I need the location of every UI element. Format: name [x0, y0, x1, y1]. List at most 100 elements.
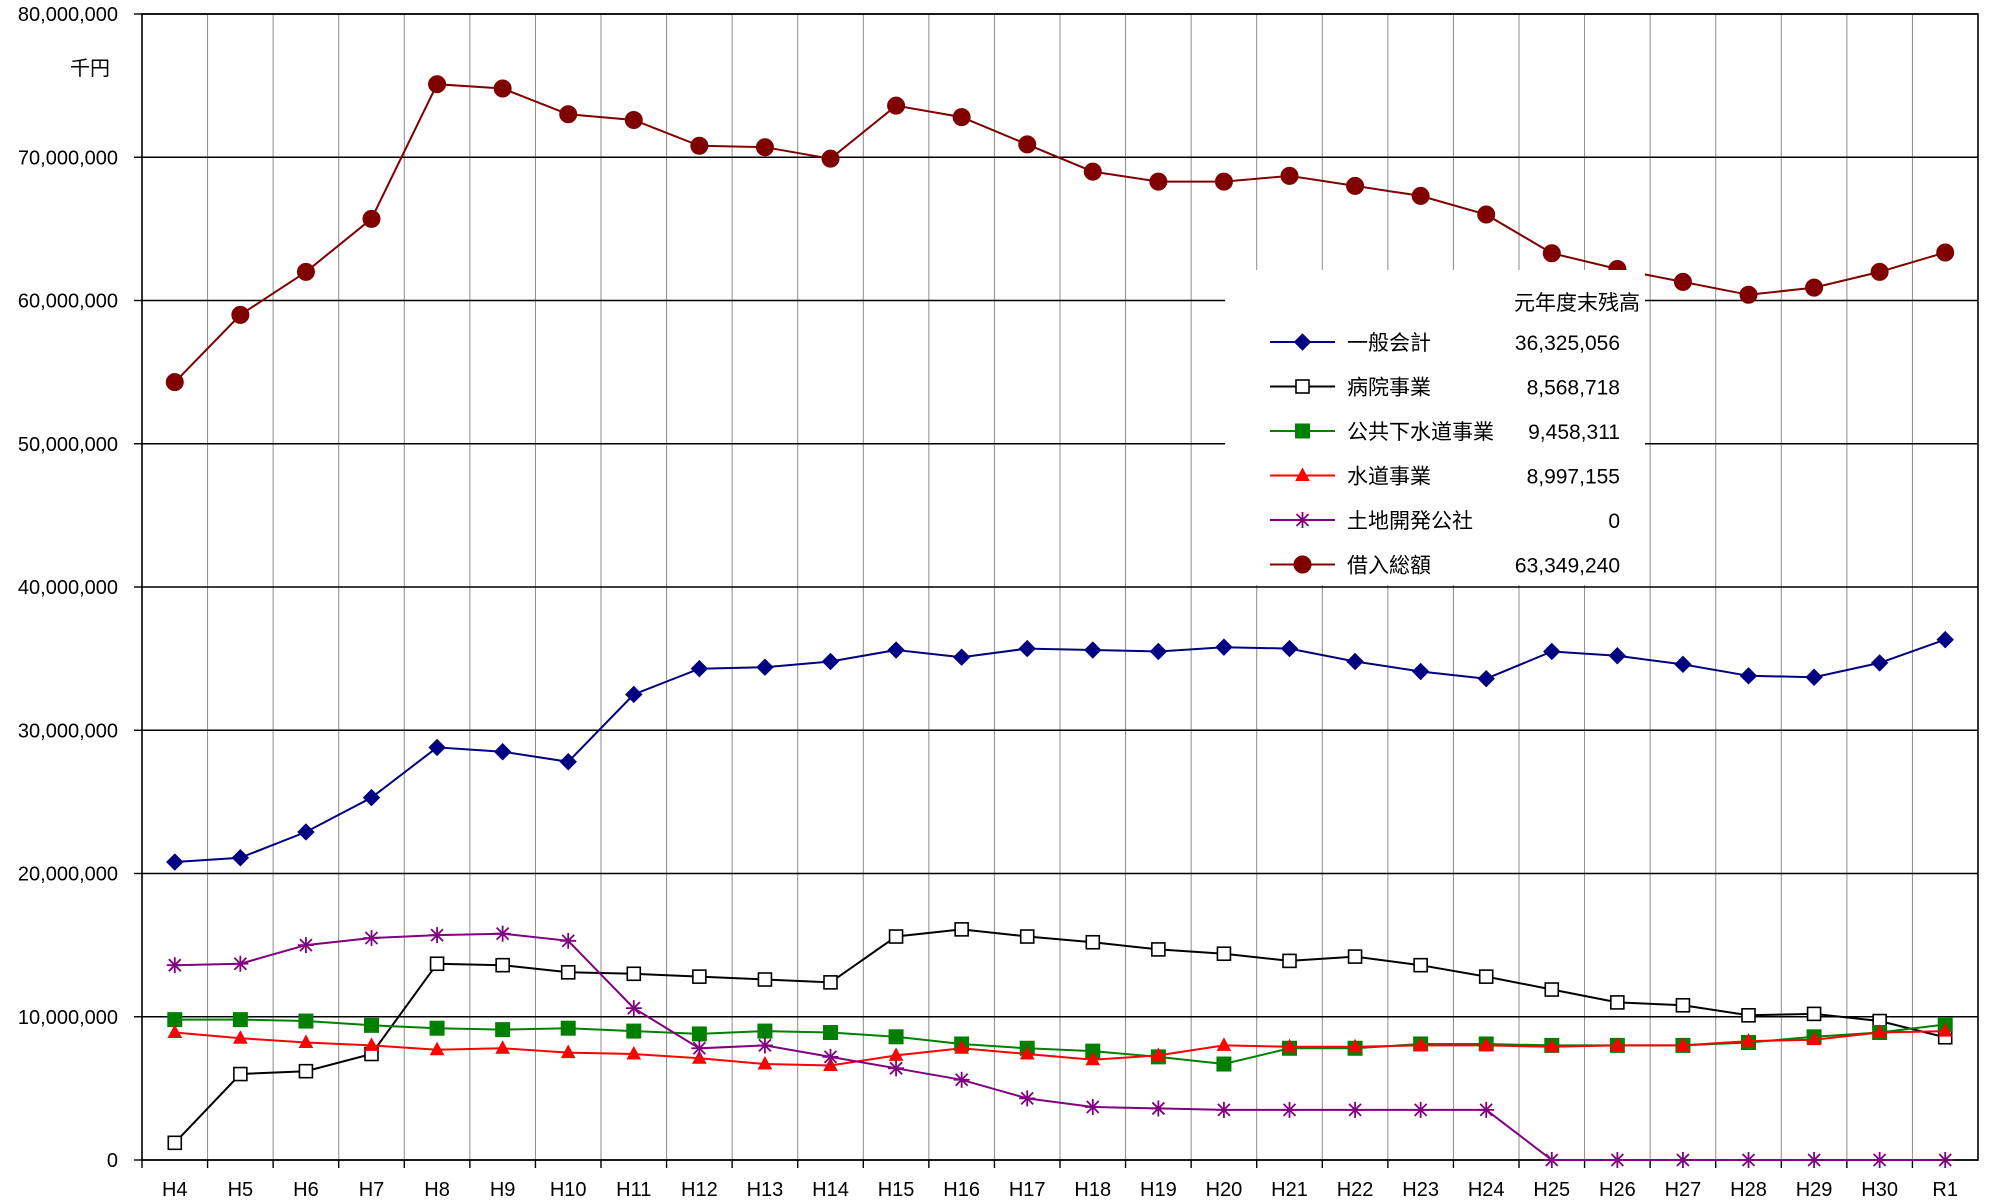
- series-line: [174, 83, 1946, 383]
- marker-stroke: [1348, 1103, 1362, 1117]
- data-point: [1675, 997, 1691, 1013]
- data-point: [1806, 1152, 1823, 1168]
- series-1: [167, 922, 1953, 1151]
- marker-stroke: [823, 1050, 838, 1064]
- legend-entry: 病院事業: [1347, 377, 1431, 400]
- data-point: [1806, 1031, 1822, 1046]
- data-point: [166, 957, 183, 974]
- data-point: [1675, 1037, 1691, 1051]
- x-tick-label: H11: [616, 1179, 651, 1201]
- data-point: [1347, 1101, 1364, 1118]
- data-point: [1019, 1090, 1036, 1107]
- legend-entry: 一般会計: [1347, 332, 1431, 355]
- data-point: [232, 1012, 248, 1028]
- data-point: [1216, 946, 1232, 962]
- x-tick-label: H10: [550, 1179, 587, 1201]
- data-point: [1739, 285, 1758, 304]
- data-point: [1544, 1038, 1560, 1053]
- marker-stroke: [496, 927, 510, 941]
- data-point: [1085, 934, 1101, 950]
- legend-entry: 水道事業: [1347, 466, 1431, 489]
- data-point: [1018, 639, 1036, 658]
- marker-stroke: [1479, 1103, 1493, 1117]
- data-point: [1085, 1051, 1101, 1066]
- data-point: [429, 956, 445, 972]
- x-tick-label: H27: [1665, 1179, 1702, 1201]
- data-point: [1478, 969, 1494, 984]
- data-point: [560, 1044, 576, 1059]
- x-tick-label: H7: [359, 1179, 385, 1201]
- data-point: [887, 96, 906, 115]
- marker-stroke: [1414, 1103, 1428, 1117]
- legend-entry: 土地開発公社: [1347, 510, 1473, 533]
- data-point: [167, 1024, 183, 1039]
- y-tick-label: 80,000,000: [18, 4, 118, 26]
- data-point: [1937, 1023, 1953, 1037]
- legend-value: 36,325,056: [1515, 332, 1620, 355]
- marker-stroke: [627, 1001, 641, 1015]
- data-point: [494, 925, 511, 942]
- data-point: [1019, 1045, 1035, 1060]
- data-point: [297, 823, 315, 841]
- data-point: [1347, 949, 1363, 964]
- legend-header: 元年度末残高: [1514, 292, 1640, 315]
- x-tick-label: H9: [490, 1179, 516, 1201]
- data-point: [952, 108, 971, 127]
- data-point: [1610, 1037, 1625, 1051]
- x-tick-label: H14: [812, 1179, 849, 1201]
- data-point: [1346, 176, 1365, 195]
- marker-stroke: [1610, 1153, 1624, 1167]
- x-tick-label: H22: [1337, 1179, 1374, 1201]
- data-point: [952, 648, 971, 666]
- data-point: [624, 111, 643, 130]
- data-point: [560, 965, 576, 980]
- data-point: [1870, 654, 1889, 672]
- data-point: [1347, 1038, 1363, 1053]
- data-point: [495, 1022, 511, 1038]
- x-tick-label: H24: [1468, 1179, 1505, 1201]
- marker-stroke: [1873, 1153, 1887, 1167]
- data-point: [1411, 662, 1430, 681]
- data-point: [954, 922, 969, 937]
- series-line: [174, 1030, 1946, 1067]
- data-point: [1544, 982, 1560, 997]
- data-point: [1216, 1037, 1232, 1051]
- x-tick-label: H30: [1861, 1179, 1898, 1201]
- data-point: [1151, 942, 1166, 957]
- data-point: [493, 743, 512, 761]
- legend-value: 0: [1608, 510, 1620, 533]
- data-point: [493, 79, 512, 98]
- data-point: [429, 927, 446, 944]
- marker-stroke: [692, 1041, 706, 1055]
- x-tick-label: H5: [228, 1179, 254, 1201]
- data-point: [1673, 272, 1692, 291]
- data-point: [1936, 243, 1955, 262]
- data-point: [756, 1037, 773, 1054]
- x-tick-label: H23: [1402, 1179, 1439, 1201]
- marker-stroke: [364, 931, 379, 945]
- data-point: [1805, 278, 1824, 297]
- data-point: [1740, 1152, 1757, 1168]
- data-point: [1150, 1100, 1167, 1117]
- x-tick-label: H19: [1140, 1179, 1177, 1201]
- data-point: [362, 209, 381, 228]
- unit-label: 千円: [70, 57, 110, 80]
- x-tick-label: H13: [747, 1179, 784, 1201]
- data-point: [1478, 1101, 1495, 1118]
- marker-stroke: [758, 1038, 772, 1053]
- data-point: [1872, 1024, 1887, 1039]
- data-point: [1806, 1006, 1822, 1022]
- data-point: [1084, 641, 1102, 659]
- x-tick-label: H15: [878, 1179, 915, 1201]
- data-point: [1542, 244, 1561, 263]
- marker-stroke: [1086, 1100, 1100, 1114]
- data-point: [1280, 639, 1299, 658]
- data-point: [495, 1040, 510, 1054]
- data-point: [1805, 668, 1823, 686]
- data-point: [1151, 1047, 1166, 1061]
- data-point: [298, 1013, 314, 1029]
- data-point: [1478, 1037, 1494, 1051]
- data-point: [1610, 995, 1625, 1010]
- data-point: [296, 262, 315, 281]
- data-point: [823, 1025, 838, 1041]
